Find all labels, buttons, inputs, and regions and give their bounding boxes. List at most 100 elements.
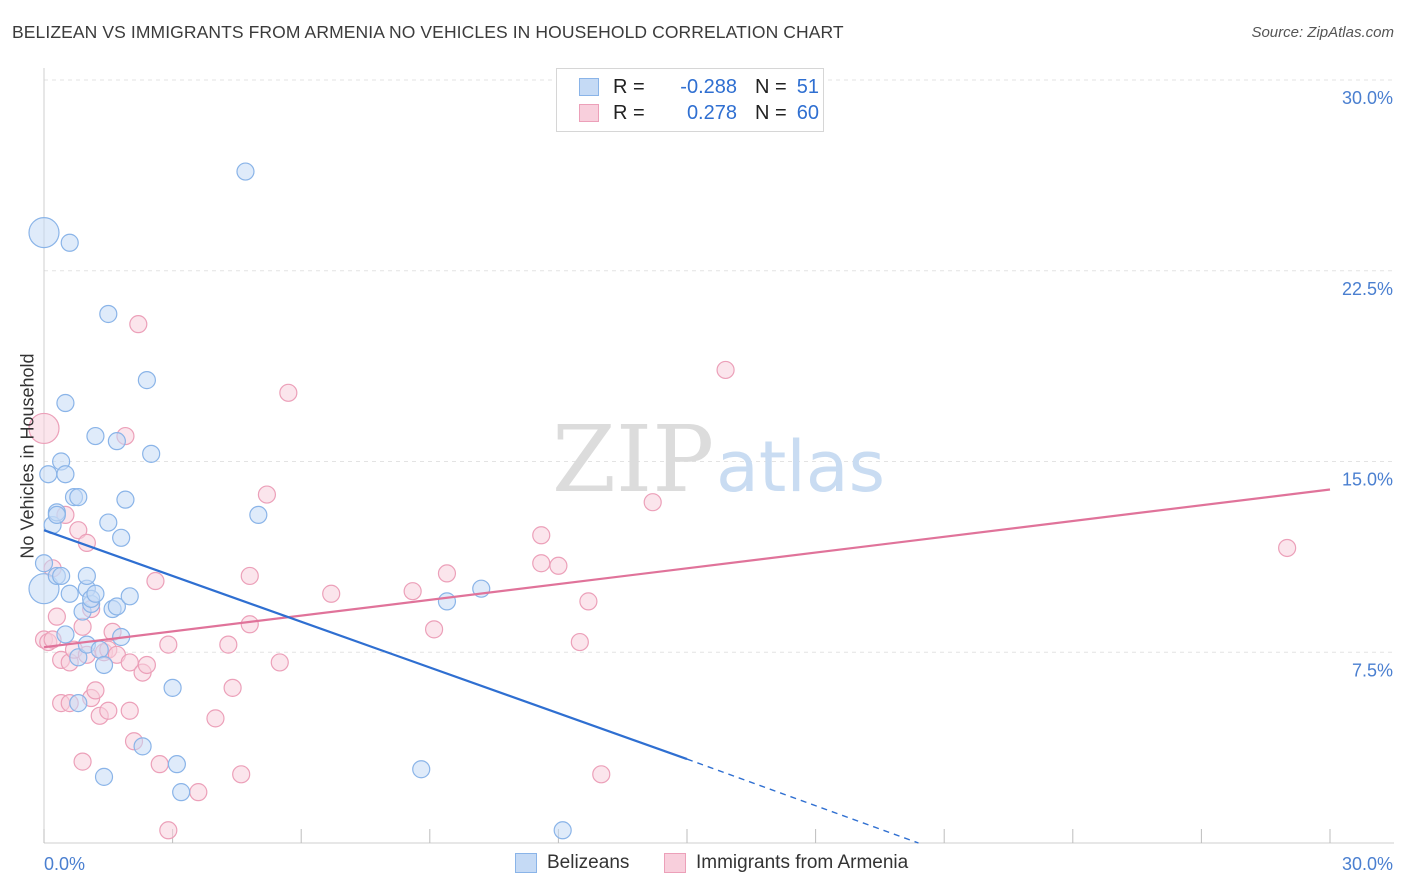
- belizean-point: [172, 783, 191, 802]
- legend-r-value: 0.278: [686, 102, 737, 124]
- armenia-point: [592, 765, 611, 784]
- belizean-point: [56, 393, 75, 413]
- armenia-point: [257, 485, 277, 504]
- legend-swatch-belizeans: [579, 78, 599, 96]
- armenia-point: [120, 701, 139, 720]
- bottom-legend-label-belizeans: Belizeans: [547, 852, 630, 873]
- belizean-point: [28, 217, 60, 249]
- belizean-point: [142, 444, 161, 463]
- watermark-atlas: atlas: [716, 426, 885, 508]
- armenia-point: [716, 360, 735, 380]
- trend-lines: [43, 488, 1331, 844]
- armenia-point: [219, 635, 238, 654]
- belizean-point: [39, 465, 58, 484]
- bottom-legend-swatch-armenia: [664, 853, 686, 873]
- source-label: Source: ZipAtlas.com: [1251, 24, 1394, 41]
- x-tick-label-min: 0.0%: [44, 854, 85, 874]
- belizean-point: [99, 304, 118, 324]
- armenia-point: [532, 554, 551, 573]
- belizean-point: [412, 760, 431, 779]
- belizean-point: [56, 465, 75, 484]
- armenia-point: [150, 755, 169, 774]
- belizean-point: [94, 767, 114, 786]
- y-tick-label: 30.0%: [1342, 88, 1393, 108]
- belizean-trend-line: [43, 529, 688, 761]
- belizean-point: [133, 737, 152, 756]
- belizean-point: [60, 584, 79, 603]
- tick-labels: 7.5% 15.0% 22.5% 30.0% 0.0% 30.0%: [44, 88, 1393, 874]
- armenia-point: [189, 783, 208, 802]
- y-tick-label: 22.5%: [1342, 279, 1393, 299]
- y-tick-label: 7.5%: [1352, 660, 1393, 680]
- watermark-zip: ZIP: [552, 406, 714, 513]
- belizean-point: [112, 528, 131, 547]
- belizean-point: [77, 566, 96, 586]
- armenia-point: [137, 655, 156, 675]
- belizean-point: [34, 554, 54, 573]
- legend-r-label: R =: [613, 102, 645, 124]
- belizean-point: [86, 426, 105, 446]
- belizean-point: [99, 513, 118, 532]
- belizean-point: [249, 505, 268, 525]
- belizean-point: [120, 587, 139, 606]
- armenia-point: [73, 752, 92, 771]
- armenia-point: [424, 620, 444, 639]
- bottom-legend-label-armenia: Immigrants from Armenia: [696, 852, 909, 873]
- belizean-point: [69, 694, 88, 713]
- watermark: ZIP atlas: [552, 406, 885, 513]
- armenia-point: [47, 607, 66, 626]
- armenia-point: [159, 821, 178, 840]
- armenia-point: [232, 765, 251, 784]
- legend-n-value: 60: [796, 102, 819, 124]
- armenia-point: [579, 592, 598, 611]
- belizean-point: [163, 678, 182, 697]
- legend-n-value: 51: [796, 76, 819, 98]
- armenia-point: [570, 632, 589, 652]
- armenia-point: [240, 566, 259, 586]
- belizean-point: [236, 162, 255, 181]
- belizean-point: [137, 371, 156, 390]
- bottom-legend-swatch-belizeans: [515, 853, 537, 873]
- armenia-point: [240, 615, 259, 634]
- belizean-point: [167, 755, 186, 774]
- series-belizeans-points: [28, 162, 572, 840]
- armenia-point: [270, 653, 289, 672]
- series-armenia-points: [28, 315, 1297, 840]
- armenia-point: [73, 617, 92, 636]
- armenia-point: [69, 521, 88, 540]
- belizean-point: [69, 488, 88, 507]
- armenia-point: [532, 526, 551, 545]
- correlation-legend: R = -0.288 N = 51 R = 0.278 N = 60: [556, 68, 824, 132]
- belizean-point: [107, 432, 126, 451]
- belizean-point: [69, 648, 88, 667]
- belizean-point: [47, 505, 66, 525]
- belizean-point: [52, 566, 71, 586]
- belizean-point: [90, 640, 109, 659]
- armenia-point: [223, 678, 242, 697]
- belizean-point: [116, 490, 135, 509]
- armenia-point: [549, 556, 568, 575]
- axes: [43, 68, 1394, 844]
- armenia-point: [643, 493, 662, 512]
- armenia-trend-line: [43, 488, 1331, 649]
- armenia-point: [146, 571, 165, 591]
- belizean-point: [107, 597, 126, 616]
- armenia-point: [28, 412, 60, 445]
- belizean-point: [60, 233, 79, 252]
- armenia-point: [279, 383, 298, 402]
- legend-r-value: -0.288: [680, 76, 737, 98]
- armenia-point: [129, 315, 148, 334]
- armenia-point: [1278, 538, 1297, 558]
- chart-title: BELIZEAN VS IMMIGRANTS FROM ARMENIA NO V…: [12, 22, 844, 42]
- armenia-point: [437, 564, 457, 583]
- legend-n-label: N =: [755, 102, 787, 124]
- armenia-point: [206, 709, 225, 728]
- y-tick-label: 15.0%: [1342, 470, 1393, 490]
- belizean-point: [94, 655, 114, 675]
- armenia-point: [99, 701, 118, 720]
- armenia-point: [159, 635, 178, 654]
- x-tick-label-max: 30.0%: [1342, 854, 1393, 874]
- belizean-trend-extension: [686, 758, 919, 844]
- legend-r-label: R =: [613, 76, 645, 98]
